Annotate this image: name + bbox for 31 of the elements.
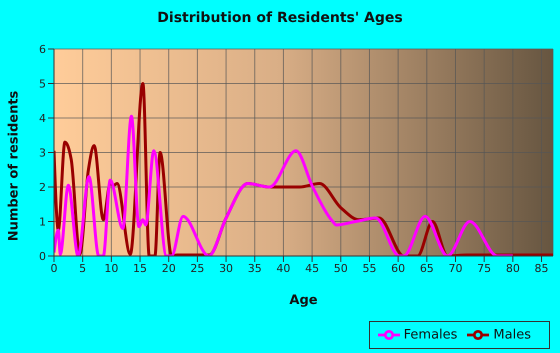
y-tick-label: 0	[39, 250, 46, 263]
x-tick-label: 25	[190, 262, 204, 275]
y-tick-label: 3	[39, 146, 46, 160]
x-tick-label: 45	[305, 262, 320, 275]
x-tick-label: 35	[248, 262, 262, 275]
y-tick-label: 5	[39, 77, 46, 90]
y-tick-label: 1	[39, 215, 46, 228]
y-tick-label: 4	[39, 112, 46, 125]
x-tick-label: 5	[79, 262, 86, 275]
y-tick-label: 2	[39, 180, 46, 194]
x-tick-label: 40	[276, 262, 290, 275]
x-tick-label: 60	[391, 262, 406, 275]
x-tick-label: 70	[448, 262, 462, 275]
x-tick-label: 75	[477, 262, 492, 275]
x-tick-label: 0	[50, 262, 58, 275]
chart-title: Distribution of Residents' Ages	[156, 10, 404, 26]
x-tick-label: 65	[420, 262, 434, 275]
x-tick-label: 30	[219, 262, 234, 275]
legend-label: Females	[404, 328, 458, 343]
x-axis-title: Age	[288, 293, 319, 308]
x-tick-label: 50	[334, 262, 348, 275]
y-tick-label: 6	[39, 42, 46, 56]
x-tick-label: 10	[104, 262, 118, 275]
y-axis-title: Number of residents	[6, 90, 22, 242]
x-tick-label: 55	[362, 262, 376, 275]
x-tick-label: 80	[506, 262, 520, 275]
x-tick-label: 15	[133, 262, 148, 275]
x-tick-label: 20	[162, 262, 176, 275]
legend-label: Males	[493, 328, 531, 343]
x-tick-label: 85	[534, 262, 549, 275]
line-series	[54, 114, 514, 256]
